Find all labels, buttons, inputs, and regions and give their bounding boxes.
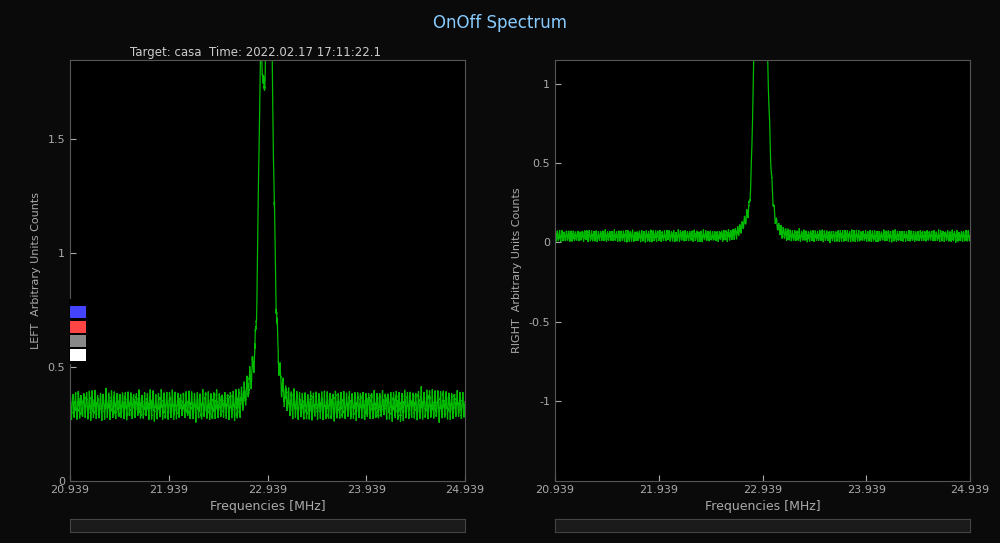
X-axis label: Frequencies [MHz]: Frequencies [MHz]: [210, 500, 325, 513]
Text: Target: casa  Time: 2022.02.17 17:11:22.1: Target: casa Time: 2022.02.17 17:11:22.1: [130, 46, 380, 59]
Bar: [70, 321, 86, 332]
Bar: [70, 350, 86, 361]
X-axis label: Frequencies [MHz]: Frequencies [MHz]: [705, 500, 820, 513]
Bar: [70, 306, 86, 318]
Bar: [70, 335, 86, 347]
Text: OnOff Spectrum: OnOff Spectrum: [433, 14, 567, 31]
Y-axis label: RIGHT  Arbitrary Units Counts: RIGHT Arbitrary Units Counts: [512, 187, 522, 353]
Y-axis label: LEFT  Arbitrary Units Counts: LEFT Arbitrary Units Counts: [31, 192, 41, 349]
